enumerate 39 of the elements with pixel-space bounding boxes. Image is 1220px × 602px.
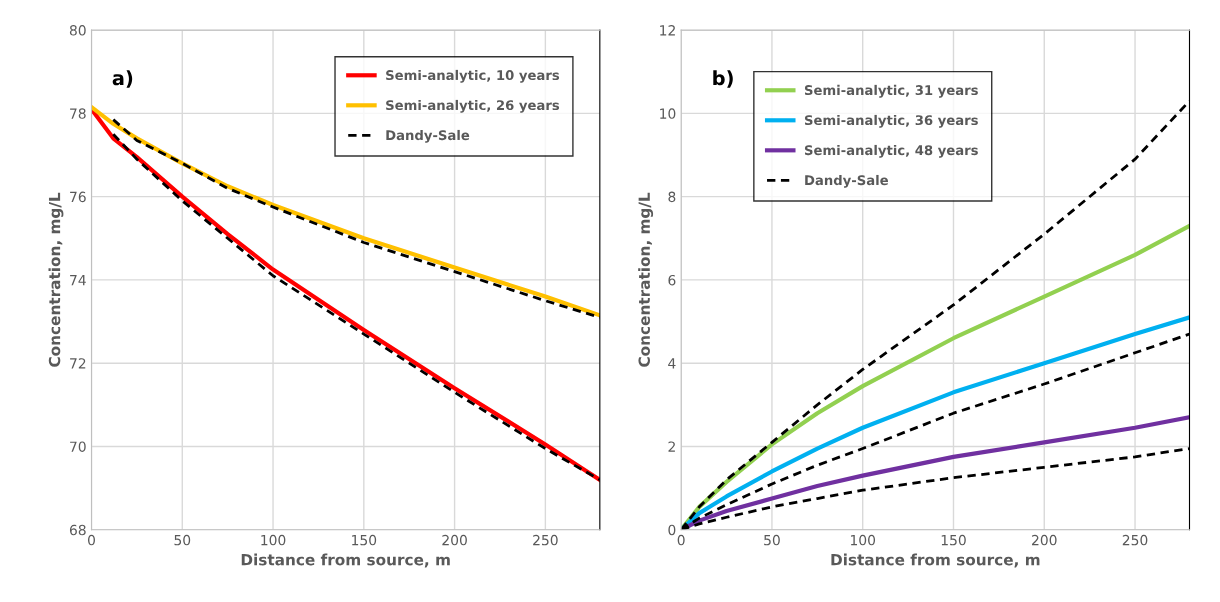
x-axis-title: Distance from source, m xyxy=(241,553,450,568)
legend-label: Dandy-Sale xyxy=(386,129,470,143)
y-tick-label: 78 xyxy=(70,108,86,119)
y-tick-label: 74 xyxy=(70,275,86,286)
x-tick-label: 100 xyxy=(850,534,876,546)
x-axis-title: Distance from source, m xyxy=(831,553,1040,568)
y-tick-label: 10 xyxy=(660,108,676,119)
x-tick-label: 50 xyxy=(174,534,191,546)
y-tick-label: 76 xyxy=(70,191,86,203)
x-tick-label: 0 xyxy=(88,534,95,546)
y-tick-label: 70 xyxy=(70,441,86,452)
y-axis-title: Concentration, mg/L xyxy=(638,192,654,367)
y-tick-label: 0 xyxy=(668,524,676,536)
legend-label: Dandy-Sale xyxy=(805,174,888,188)
annotation: b) xyxy=(713,70,733,88)
y-tick-label: 12 xyxy=(660,25,675,36)
y-tick-label: 2 xyxy=(668,441,675,452)
y-tick-label: 4 xyxy=(668,358,676,369)
legend-label: Semi-analytic, 36 years xyxy=(804,114,978,128)
legend-label: Semi-analytic, 48 years xyxy=(804,144,978,158)
x-tick-label: 150 xyxy=(352,534,377,546)
x-tick-label: 250 xyxy=(533,534,558,546)
x-tick-label: 100 xyxy=(261,534,286,546)
y-axis-title: Concentration, mg/L xyxy=(48,192,64,367)
x-tick-label: 150 xyxy=(941,534,966,546)
y-tick-label: 8 xyxy=(668,191,676,203)
y-tick-label: 72 xyxy=(70,358,86,369)
y-tick-label: 80 xyxy=(69,25,86,36)
x-tick-label: 250 xyxy=(1122,534,1148,546)
x-tick-label: 50 xyxy=(764,534,780,546)
y-tick-label: 6 xyxy=(668,274,676,286)
x-tick-label: 0 xyxy=(677,534,685,546)
x-tick-label: 200 xyxy=(1032,534,1057,546)
x-tick-label: 200 xyxy=(442,534,467,546)
y-tick-label: 68 xyxy=(69,524,86,536)
legend-label: Semi-analytic, 26 years xyxy=(386,99,560,113)
annotation: a) xyxy=(112,70,133,88)
legend-label: Semi-analytic, 31 years xyxy=(804,84,978,98)
legend-label: Semi-analytic, 10 years xyxy=(386,69,560,83)
